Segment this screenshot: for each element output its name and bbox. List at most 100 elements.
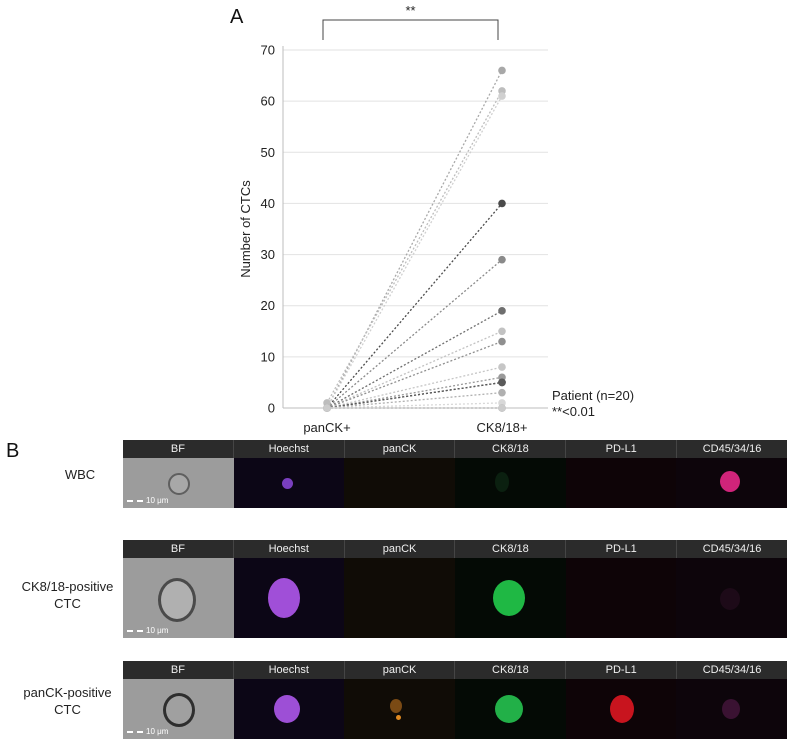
data-point (498, 363, 506, 371)
chart-axes (282, 46, 548, 409)
paired-line (326, 392, 503, 409)
significance-bracket-line (322, 19, 499, 40)
row-label-wbc: WBC (64, 467, 96, 482)
data-point (498, 388, 506, 397)
paired-line (326, 203, 503, 409)
data-point (498, 307, 506, 315)
channel-bf: BF (123, 440, 234, 458)
ck818-image (455, 558, 566, 638)
image-strip-wbc: BF Hoechst panCK CK8/18 PD-L1 CD45/34/16… (123, 440, 788, 508)
data-point (498, 327, 506, 336)
data-point (498, 337, 506, 346)
panel-b-letter: B (6, 440, 20, 462)
row-label-ck818-ctc: CK8/18-positive CTC (10, 578, 125, 612)
channel-panck: panCK (345, 440, 456, 458)
paired-line (326, 330, 503, 409)
image-strip-panck-ctc: BF Hoechst panCK CK8/18 PD-L1 CD45/34/16… (123, 661, 788, 739)
y-tick-label: 20 (261, 298, 275, 313)
bf-image: 10 μm (123, 458, 234, 508)
data-point (498, 378, 506, 387)
channel-ck818: CK8/18 (455, 540, 567, 558)
patient-count-note: Patient (n=20) (552, 388, 635, 403)
scale-bar: 10 μm (127, 626, 168, 635)
paired-line (326, 95, 503, 409)
cd45-image (676, 458, 788, 508)
y-tick-label: 30 (261, 247, 275, 262)
ck818-image (455, 458, 566, 508)
hoechst-image (233, 458, 345, 508)
paired-line (326, 366, 503, 409)
row-label-line2: CTC (54, 596, 81, 611)
paired-line (326, 259, 503, 409)
pdl1-image (565, 558, 677, 638)
channel-cd45: CD45/34/16 (702, 664, 762, 676)
pdl1-image (565, 458, 677, 508)
channel-bf: BF (123, 661, 234, 679)
legend-note: Patient (n=20) **<0.01 (552, 388, 634, 420)
bf-image: 10 μm (123, 679, 234, 739)
y-axis-label: Number of CTCs (238, 180, 253, 278)
data-point (498, 255, 506, 264)
channel-panck: panCK (345, 661, 456, 679)
panck-image (344, 679, 456, 739)
channel-pdl1: PD-L1 (566, 440, 678, 458)
significance-bracket: ** (322, 3, 499, 40)
paired-line (326, 340, 503, 409)
channel-cd45: CD45/34/16 (702, 443, 762, 455)
channel-hoechst: Hoechst (234, 540, 345, 558)
paired-line (326, 381, 503, 409)
x-category-label: panCK+ (303, 420, 350, 435)
image-strip-ck818-ctc: BF Hoechst panCK CK8/18 PD-L1 CD45/34/16… (123, 540, 788, 638)
channel-hoechst: Hoechst (234, 661, 345, 679)
paired-line (326, 310, 503, 409)
y-tick-label: 60 (261, 94, 275, 109)
panck-image (344, 558, 456, 638)
grid-lines (283, 49, 548, 358)
row-label-panck-ctc: panCK-positive CTC (10, 684, 125, 718)
channel-panck: panCK (345, 540, 456, 558)
y-tick-label: 0 (268, 401, 275, 416)
ctc-count-chart: 0 10 20 30 40 50 60 70 panCK+ CK8/18+ ** Number … (238, 3, 548, 435)
channel-cd45: CD45/34/16 (702, 543, 762, 555)
channel-pdl1: PD-L1 (566, 540, 678, 558)
pdl1-image (565, 679, 677, 739)
row-label-line1: panCK-positive (23, 685, 112, 700)
cd45-image (676, 558, 788, 638)
data-point (498, 66, 506, 75)
channel-ck818: CK8/18 (455, 661, 567, 679)
x-category-labels: panCK+ CK8/18+ (303, 420, 527, 435)
paired-line (326, 402, 503, 409)
bf-image: 10 μm (123, 558, 234, 638)
x-category-label: CK8/18+ (477, 420, 528, 435)
data-point (323, 404, 331, 412)
channel-header: BF Hoechst panCK CK8/18 PD-L1 CD45/34/16 (123, 661, 787, 679)
channel-header: BF Hoechst panCK CK8/18 PD-L1 CD45/34/16 (123, 540, 787, 558)
y-tick-label: 50 (261, 145, 275, 160)
channel-pdl1: PD-L1 (566, 661, 678, 679)
channel-ck818: CK8/18 (455, 440, 567, 458)
channel-header: BF Hoechst panCK CK8/18 PD-L1 CD45/34/16 (123, 440, 787, 458)
hoechst-image (233, 679, 345, 739)
row-label-line2: CTC (54, 702, 81, 717)
scale-bar: 10 μm (127, 496, 168, 505)
paired-line (326, 70, 503, 409)
ck818-image (455, 679, 566, 739)
y-tick-label: 40 (261, 196, 275, 211)
data-point (498, 404, 506, 412)
y-tick-label: 10 (261, 349, 275, 364)
y-tick-labels: 0 10 20 30 40 50 60 70 (261, 43, 275, 416)
data-point (498, 199, 506, 208)
paired-line (326, 90, 503, 404)
hoechst-image (233, 558, 345, 638)
scale-bar: 10 μm (127, 727, 168, 736)
panel-a-letter: A (230, 6, 244, 28)
p-value-note: **<0.01 (552, 404, 596, 419)
data-point (498, 92, 506, 100)
significance-label: ** (405, 3, 415, 18)
channel-hoechst: Hoechst (234, 440, 345, 458)
data-points (323, 66, 506, 412)
y-tick-label: 70 (261, 43, 275, 58)
panck-image (344, 458, 456, 508)
cd45-image (676, 679, 788, 739)
row-label-line1: CK8/18-positive (21, 579, 114, 594)
